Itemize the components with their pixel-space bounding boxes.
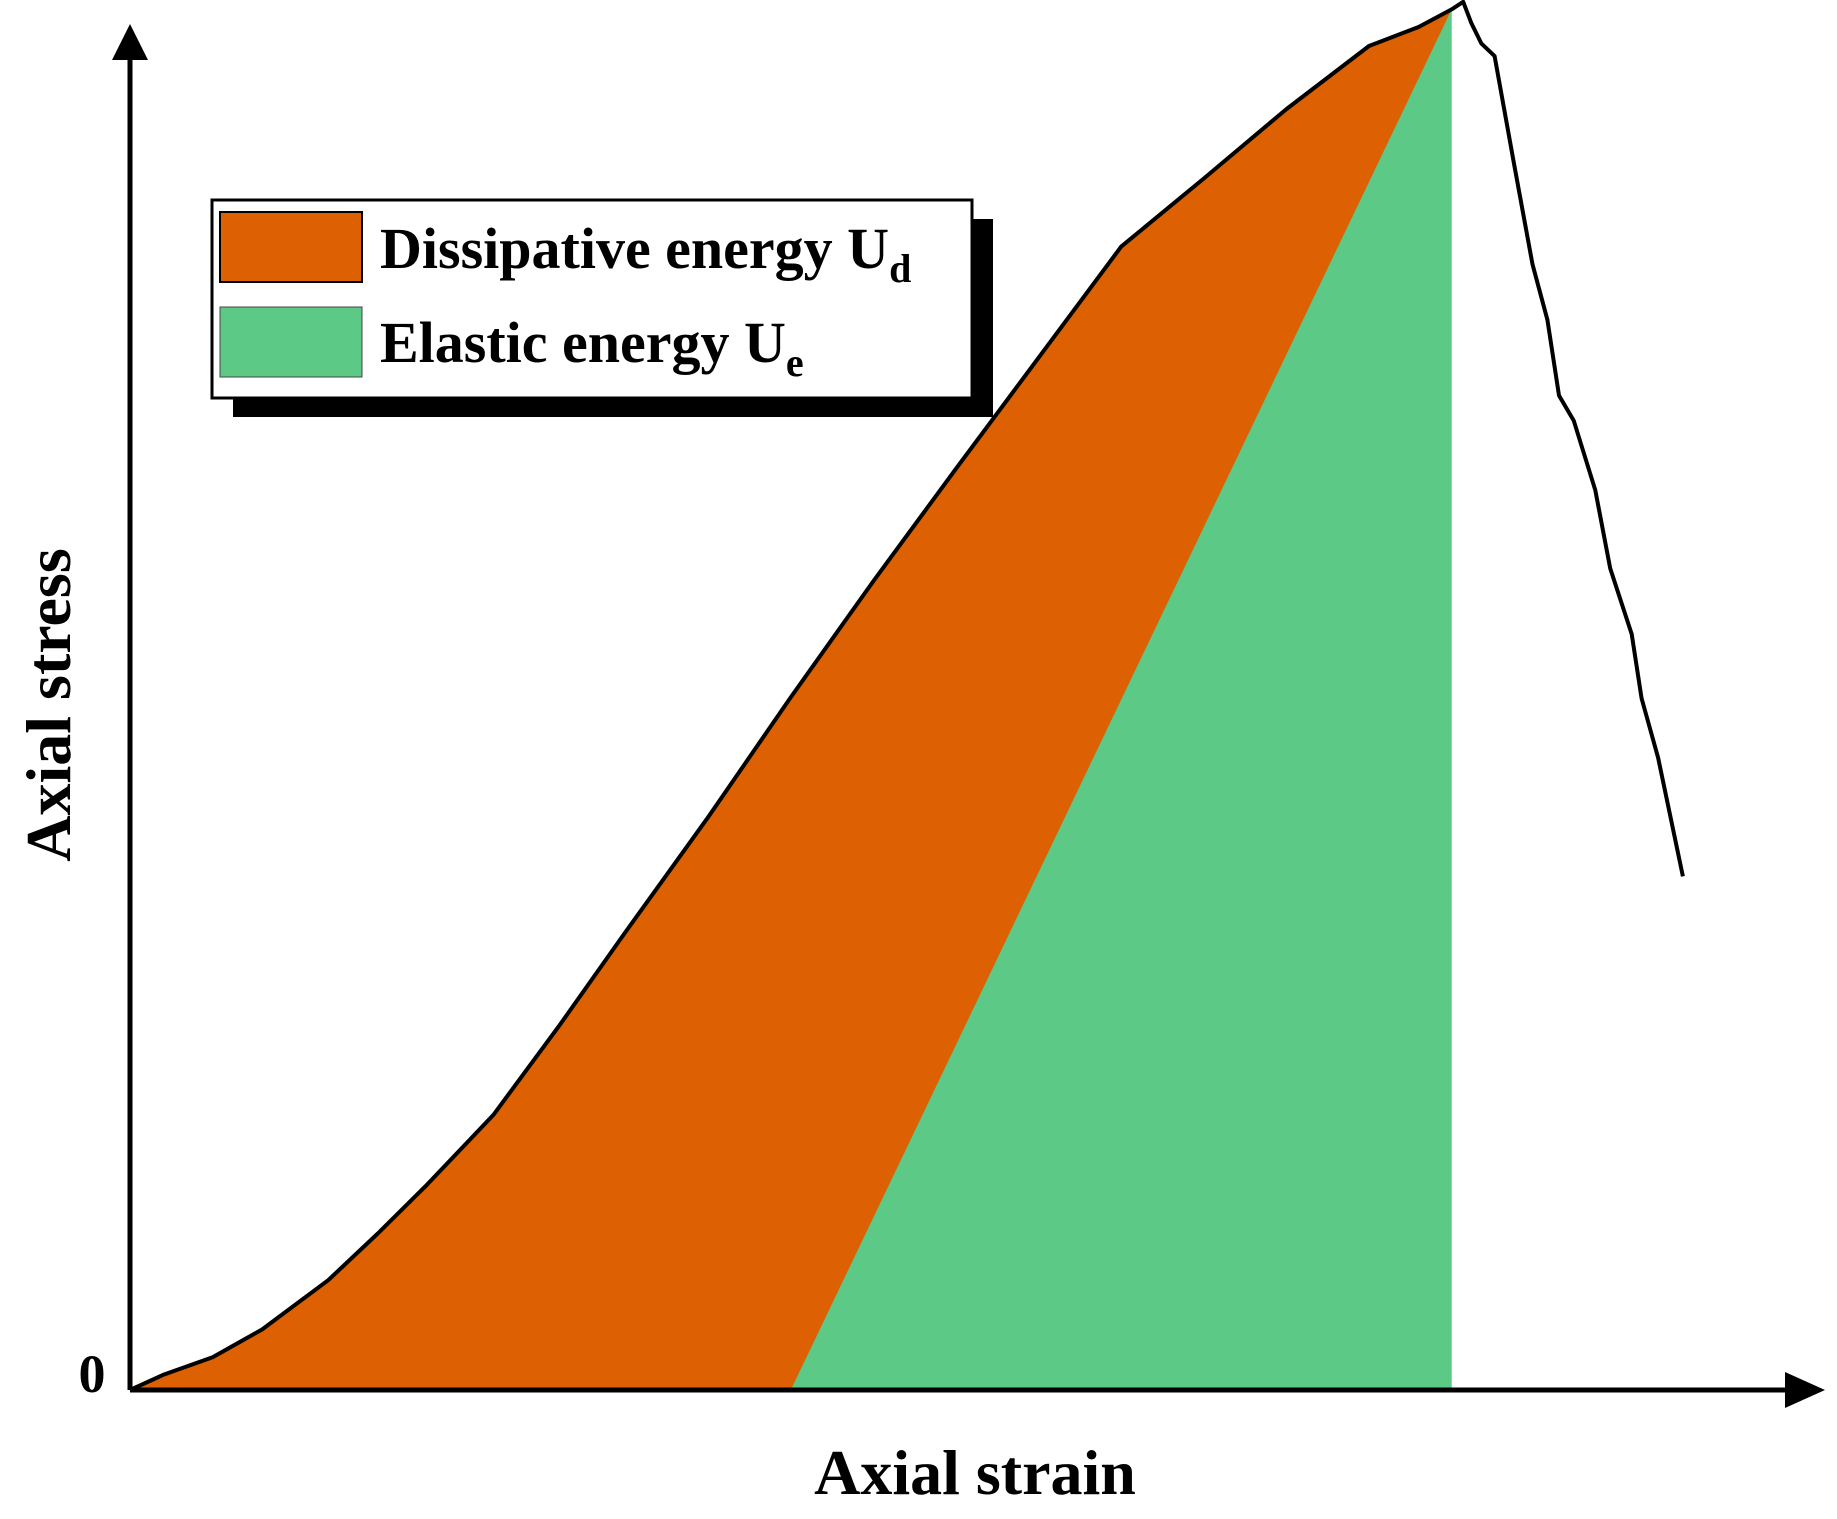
stress-strain-curve	[129, 0, 1685, 1392]
legend-swatch-elastic	[219, 306, 363, 378]
legend-swatch-dissipative	[219, 211, 363, 283]
x-axis-arrow	[1785, 1372, 1825, 1408]
x-axis-label: Axial strain	[814, 1437, 1136, 1508]
elastic-energy-area	[790, 9, 1452, 1391]
legend: Dissipative energy Ud Elastic energy Ue	[210, 198, 993, 417]
y-axis-arrow	[112, 24, 148, 60]
legend-label-elastic: Elastic energy Ue	[380, 310, 804, 385]
y-axis-label: Axial stress	[13, 548, 84, 861]
origin-label: 0	[79, 1344, 106, 1404]
curve-layer	[129, 0, 1685, 1392]
legend-label-dissipative: Dissipative energy Ud	[380, 216, 911, 291]
